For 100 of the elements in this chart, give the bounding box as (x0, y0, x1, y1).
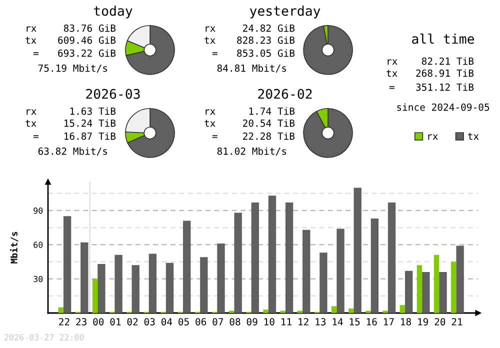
bar (422, 272, 430, 313)
text: 609.46 GiB (58, 36, 116, 44)
text: 81.02 Mbit/s (217, 147, 286, 156)
text: tx (386, 70, 398, 77)
bar (182, 220, 191, 313)
text: = (389, 86, 394, 90)
y-tick-label: 90 (34, 207, 43, 214)
bar (331, 306, 337, 313)
text: rx (388, 59, 398, 65)
text: 15.24 TiB (64, 119, 116, 127)
x-tick-label: 13 (316, 318, 326, 326)
x-tick-label: 08 (230, 318, 240, 326)
donut-slice (303, 25, 353, 75)
text: 20.54 TiB (243, 119, 295, 127)
x-tick-label: 12 (298, 318, 308, 326)
text: 22.28 TiB (243, 132, 295, 140)
bar (251, 202, 259, 313)
bar (263, 310, 268, 313)
x-tick-label: 15 (350, 318, 360, 326)
y-tick-label: 60 (34, 242, 43, 248)
bar (132, 265, 140, 313)
text: rx (26, 109, 36, 115)
text: since 2024-09-05 (397, 103, 490, 111)
bar (234, 212, 242, 313)
chart-title: 2026-03 (86, 88, 140, 99)
bar (268, 196, 276, 313)
text: 853.05 GiB (237, 49, 295, 57)
x-tick-label: 01 (110, 318, 121, 326)
text: 16.87 TiB (64, 132, 116, 140)
x-tick-label: 23 (76, 318, 86, 326)
x-tick-label: 02 (127, 318, 138, 326)
chart-title: today (94, 6, 132, 18)
donut-slice (303, 108, 353, 158)
x-tick-label: 22 (59, 318, 70, 326)
y-axis-title: Mbit/s (10, 232, 18, 264)
bar (416, 265, 422, 313)
bar (354, 188, 362, 313)
chart-title: yesterday (250, 6, 320, 18)
x-tick-label: 17 (384, 318, 394, 326)
text: 351.12 TiB (416, 83, 474, 91)
donut-slice (127, 108, 175, 158)
text: 82.21 TiB (422, 57, 474, 65)
x-tick-label: 04 (161, 318, 172, 326)
bar (80, 242, 88, 313)
bar (98, 264, 106, 313)
x-tick-label: 21 (452, 318, 462, 326)
bar (451, 262, 456, 313)
text: 828.23 GiB (237, 36, 295, 44)
legend-label: tx (468, 132, 479, 140)
text: tx (26, 120, 36, 127)
text: rx (206, 109, 216, 115)
x-tick-label: 03 (144, 318, 155, 326)
bar (434, 254, 440, 313)
bar (456, 246, 464, 313)
text: tx (204, 120, 216, 127)
bar (302, 230, 310, 313)
bar (114, 254, 122, 313)
text: = (212, 52, 218, 56)
text: all time (412, 34, 474, 44)
x-tick-label: 19 (418, 318, 428, 326)
bar (388, 202, 396, 313)
text: 693.22 GiB (58, 49, 116, 57)
bar (439, 272, 447, 313)
x-tick-label: 07 (212, 318, 224, 326)
bar (63, 216, 72, 313)
text: rx (206, 26, 216, 32)
x-tick-label: 00 (93, 318, 104, 326)
x-tick-label: 20 (434, 318, 446, 326)
text: 268.91 TiB (416, 69, 474, 77)
bar (166, 262, 174, 313)
bar (370, 218, 379, 313)
bar (58, 307, 64, 313)
bar (200, 257, 208, 313)
text: 63.82 Mbit/s (38, 147, 108, 156)
x-tick-label: 06 (196, 318, 206, 326)
bar (285, 202, 294, 313)
chart-title: 2026-02 (258, 88, 312, 99)
text: = (212, 135, 218, 138)
x-tick-label: 05 (178, 318, 189, 326)
x-tick-label: 14 (332, 318, 343, 326)
text: 75.19 Mbit/s (38, 64, 108, 73)
x-tick-label: 18 (401, 318, 411, 326)
text: 24.82 GiB (243, 24, 295, 32)
text: 1.63 TiB (70, 107, 116, 115)
bar (320, 252, 328, 313)
x-tick-label: 11 (282, 318, 292, 326)
legend-label: rx (428, 134, 438, 140)
bar (217, 244, 225, 313)
x-tick-label: 10 (264, 318, 274, 326)
bar (148, 254, 157, 313)
text: rx (26, 26, 36, 32)
text: = (33, 52, 38, 56)
y-tick-label: 30 (34, 276, 43, 282)
bar (400, 305, 405, 313)
text: 1.74 TiB (249, 107, 295, 115)
bar (336, 228, 344, 313)
bar (404, 270, 413, 313)
bar (348, 308, 354, 313)
text: 84.81 Mbit/s (217, 64, 286, 73)
x-tick-label: 16 (366, 318, 377, 326)
